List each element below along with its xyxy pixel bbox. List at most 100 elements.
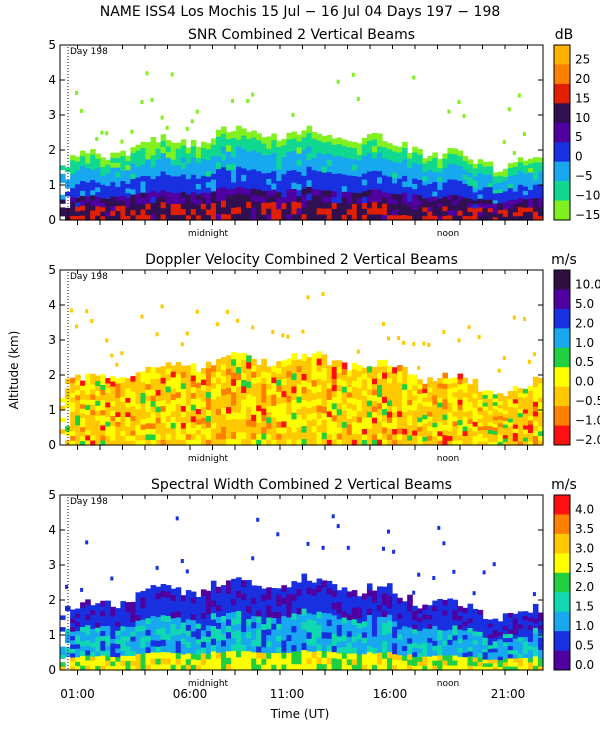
day-marker-label: Day 198 (70, 497, 108, 507)
x-axis-label: Time (UT) (270, 707, 330, 721)
colorbar-swatch (554, 328, 570, 349)
y-axis-label: Altitude (km) (7, 331, 21, 410)
colorbar-label: 0.0 (575, 375, 594, 389)
x-tick-label: 01:00 (60, 687, 95, 701)
colorbar-swatch (554, 650, 570, 671)
y-tick-label: 5 (48, 263, 56, 277)
colorbar-swatch (554, 386, 570, 407)
y-tick-label: 3 (48, 333, 56, 347)
colorbar-swatch (554, 495, 570, 515)
colorbar-label: 25 (575, 52, 590, 66)
y-tick-label: 4 (48, 298, 56, 312)
x-tick-label: 06:00 (173, 687, 208, 701)
colorbar-label: 0.0 (575, 658, 594, 672)
noon-label: noon (437, 454, 459, 464)
colorbar-label: 2.5 (575, 561, 594, 575)
panel-3: Spectral Width Combined 2 Vertical Beams… (48, 477, 594, 689)
midnight-label: midnight (188, 679, 229, 689)
colorbar-swatch (554, 631, 570, 651)
colorbar-unit: m/s (551, 477, 577, 493)
y-tick-label: 0 (48, 438, 56, 452)
plot-frame (59, 44, 544, 221)
colorbar-frame (553, 269, 571, 446)
colorbar-frame (553, 44, 571, 221)
plot-frame (59, 269, 544, 446)
colorbar-swatch (554, 45, 570, 65)
colorbar-swatch (554, 64, 570, 85)
colorbar-label: 20 (575, 72, 590, 86)
colorbar-swatch (554, 181, 570, 201)
colorbar-swatch (554, 553, 570, 574)
colorbar-label: 5 (575, 130, 583, 144)
heatmap-field (60, 71, 544, 221)
y-tick-label: 3 (48, 108, 56, 122)
day-marker-label: Day 198 (70, 47, 108, 57)
y-tick-label: 4 (48, 523, 56, 537)
colorbar-label: −15 (575, 208, 600, 222)
noon-label: noon (437, 229, 459, 239)
y-tick-label: 0 (48, 213, 56, 227)
noon-label: noon (437, 679, 459, 689)
colorbar-swatch (554, 161, 570, 182)
colorbar-swatch (554, 103, 570, 124)
colorbar-swatch (554, 406, 570, 426)
colorbar-label: 3.0 (575, 541, 594, 555)
y-tick-label: 3 (48, 558, 56, 572)
y-tick-label: 5 (48, 488, 56, 502)
colorbar-swatch (554, 289, 570, 310)
midnight-label: midnight (188, 454, 229, 464)
plot-frame (59, 494, 544, 671)
colorbar-label: 0.5 (575, 639, 594, 653)
colorbar-swatch (554, 533, 570, 554)
colorbar-unit: dB (555, 27, 574, 43)
y-tick-label: 2 (48, 593, 56, 607)
panel-title: SNR Combined 2 Vertical Beams (188, 27, 415, 43)
colorbar-swatch (554, 592, 570, 612)
x-tick-label: 16:00 (373, 687, 408, 701)
colorbar-swatch (554, 347, 570, 368)
colorbar-label: 4.0 (575, 502, 594, 516)
y-tick-label: 1 (48, 628, 56, 642)
colorbar-label: 15 (575, 91, 590, 105)
colorbar-swatch (554, 200, 570, 221)
colorbar-label: 5.0 (575, 297, 594, 311)
y-tick-label: 5 (48, 38, 56, 52)
heatmap-field (60, 514, 544, 671)
colorbar-unit: m/s (551, 252, 577, 268)
colorbar-label: 10 (575, 111, 590, 125)
colorbar-label: 1.0 (575, 619, 594, 633)
colorbar-swatch (554, 270, 570, 290)
panel-1: SNR Combined 2 Vertical Beams dB 0 1 2 3 4 5 Day… (48, 27, 600, 239)
day-marker-label: Day 198 (70, 272, 108, 282)
panel-title: Spectral Width Combined 2 Vertical Beams (151, 477, 452, 493)
colorbar-label: 2.0 (575, 316, 594, 330)
x-tick-label: 21:00 (491, 687, 526, 701)
colorbar-label: 2.0 (575, 580, 594, 594)
colorbar-label: −10 (575, 189, 600, 203)
y-tick-label: 4 (48, 73, 56, 87)
panel-2: Doppler Velocity Combined 2 Vertical Bea… (48, 252, 600, 464)
colorbar-swatch (554, 83, 570, 104)
colorbar-label: −2.0 (575, 433, 600, 447)
y-tick-label: 2 (48, 368, 56, 382)
colorbar-label: 10.0 (575, 277, 600, 291)
y-tick-label: 1 (48, 178, 56, 192)
colorbar-swatch (554, 572, 570, 593)
colorbar-swatch (554, 514, 570, 535)
x-axis: 01:00 06:00 11:00 16:00 21:00 (60, 687, 525, 701)
y-tick-label: 1 (48, 403, 56, 417)
heatmap-field (60, 291, 544, 446)
colorbar-swatch (554, 611, 570, 632)
x-tick-label: 11:00 (270, 687, 305, 701)
y-tick-label: 0 (48, 663, 56, 677)
colorbar-label: 0 (575, 150, 583, 164)
figure-title: NAME ISS4 Los Mochis 15 Jul − 16 Jul 04 … (100, 4, 501, 20)
colorbar-label: 3.5 (575, 522, 594, 536)
colorbar-frame (553, 494, 571, 671)
colorbar-swatch (554, 142, 570, 162)
colorbar-label: −5 (575, 169, 593, 183)
colorbar-label: 0.5 (575, 355, 594, 369)
colorbar-label: −0.5 (575, 394, 600, 408)
colorbar-label: 1.0 (575, 336, 594, 350)
